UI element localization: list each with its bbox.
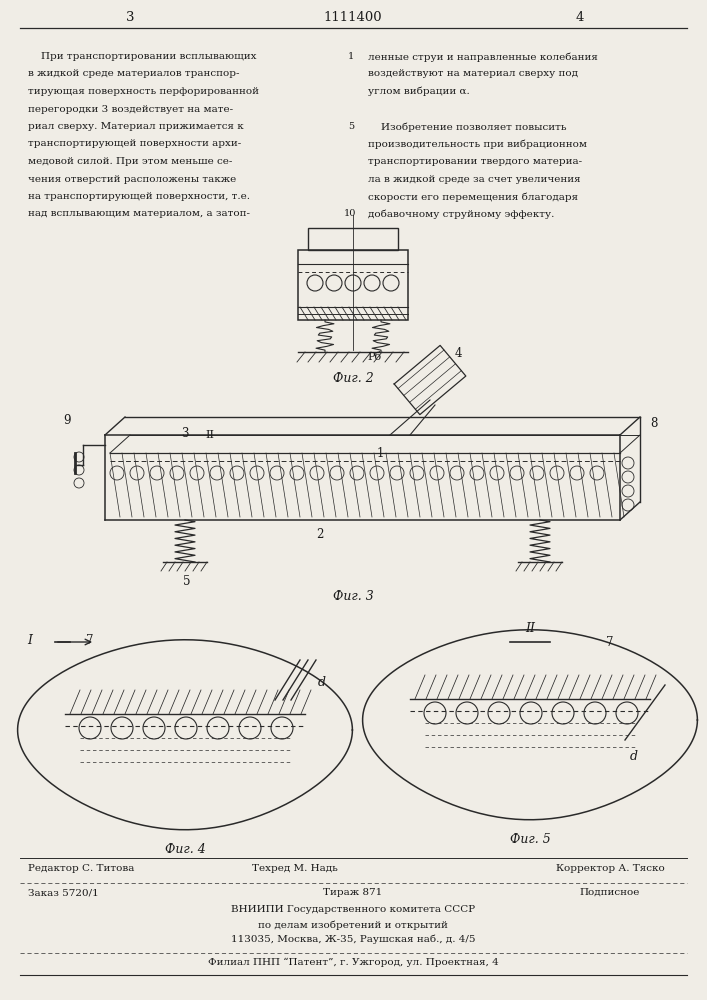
Text: в жидкой среде материалов транспор-: в жидкой среде материалов транспор- bbox=[28, 70, 240, 79]
Text: 2: 2 bbox=[316, 528, 324, 541]
Text: Заказ 5720/1: Заказ 5720/1 bbox=[28, 888, 99, 897]
Text: d: d bbox=[630, 750, 638, 763]
Text: 7: 7 bbox=[606, 636, 614, 648]
Text: II: II bbox=[525, 622, 535, 635]
Text: 4: 4 bbox=[575, 11, 584, 24]
Text: ла в жидкой среде за счет увеличения: ла в жидкой среде за счет увеличения bbox=[368, 174, 580, 184]
Text: При транспортировании всплывающих: При транспортировании всплывающих bbox=[28, 52, 257, 61]
Text: 7: 7 bbox=[86, 634, 94, 647]
Text: Изобретение позволяет повысить: Изобретение позволяет повысить bbox=[368, 122, 566, 131]
Text: 4: 4 bbox=[455, 347, 462, 360]
Text: 1111400: 1111400 bbox=[324, 11, 382, 24]
Text: перегородки 3 воздействует на мате-: перегородки 3 воздействует на мате- bbox=[28, 104, 233, 113]
Text: ленные струи и направленные колебания: ленные струи и направленные колебания bbox=[368, 52, 598, 62]
Text: 10: 10 bbox=[344, 210, 356, 219]
Text: 5: 5 bbox=[348, 122, 354, 131]
Text: углом вибрации α.: углом вибрации α. bbox=[368, 87, 469, 97]
Text: Фиг. 3: Фиг. 3 bbox=[332, 590, 373, 603]
Text: 8: 8 bbox=[650, 417, 658, 430]
Text: добавочному струйному эффекту.: добавочному струйному эффекту. bbox=[368, 210, 554, 219]
Text: Техред М. Надь: Техред М. Надь bbox=[252, 864, 338, 873]
Text: Тираж 871: Тираж 871 bbox=[323, 888, 382, 897]
Text: ВНИИПИ Государственного комитета СССР: ВНИИПИ Государственного комитета СССР bbox=[231, 905, 475, 914]
Text: 3: 3 bbox=[126, 11, 134, 24]
Text: Редактор С. Титова: Редактор С. Титова bbox=[28, 864, 134, 873]
Text: Подписное: Подписное bbox=[580, 888, 640, 897]
Text: I: I bbox=[28, 634, 33, 647]
Bar bbox=[298, 250, 408, 320]
Text: Корректор А. Тяско: Корректор А. Тяско bbox=[556, 864, 665, 873]
Text: 9: 9 bbox=[63, 414, 71, 427]
Text: медовой силой. При этом меньше се-: медовой силой. При этом меньше се- bbox=[28, 157, 233, 166]
Text: на транспортирующей поверхности, т.е.: на транспортирующей поверхности, т.е. bbox=[28, 192, 250, 201]
Text: 1: 1 bbox=[348, 52, 354, 61]
Text: над всплывающим материалом, а затоп-: над всплывающим материалом, а затоп- bbox=[28, 210, 250, 219]
Text: Филиал ПНП “Патент”, г. Ужгород, ул. Проектная, 4: Филиал ПНП “Патент”, г. Ужгород, ул. Про… bbox=[208, 958, 498, 967]
Text: II: II bbox=[206, 430, 214, 440]
Text: риал сверху. Материал прижимается к: риал сверху. Материал прижимается к bbox=[28, 122, 244, 131]
Text: 5: 5 bbox=[183, 575, 191, 588]
Bar bbox=[308, 228, 398, 250]
Text: 1: 1 bbox=[376, 447, 384, 460]
Text: 113035, Москва, Ж-35, Раушская наб., д. 4/5: 113035, Москва, Ж-35, Раушская наб., д. … bbox=[230, 935, 475, 944]
Text: Фиг. 4: Фиг. 4 bbox=[165, 843, 205, 856]
Text: производительность при вибрационном: производительность при вибрационном bbox=[368, 139, 587, 149]
Text: по делам изобретений и открытий: по делам изобретений и открытий bbox=[258, 920, 448, 930]
Text: скорости его перемещения благодаря: скорости его перемещения благодаря bbox=[368, 192, 578, 202]
Text: Рб: Рб bbox=[368, 352, 382, 362]
Text: Фиг. 2: Фиг. 2 bbox=[332, 372, 373, 385]
Text: воздействуют на материал сверху под: воздействуют на материал сверху под bbox=[368, 70, 578, 79]
Text: Фиг. 5: Фиг. 5 bbox=[510, 833, 550, 846]
Text: d: d bbox=[318, 676, 326, 690]
Text: чения отверстий расположены также: чения отверстий расположены также bbox=[28, 174, 236, 184]
Text: тирующая поверхность перфорированной: тирующая поверхность перфорированной bbox=[28, 87, 259, 96]
Text: транспортирующей поверхности архи-: транспортирующей поверхности архи- bbox=[28, 139, 241, 148]
Text: 3: 3 bbox=[181, 427, 189, 440]
Text: транспортировании твердого материа-: транспортировании твердого материа- bbox=[368, 157, 582, 166]
